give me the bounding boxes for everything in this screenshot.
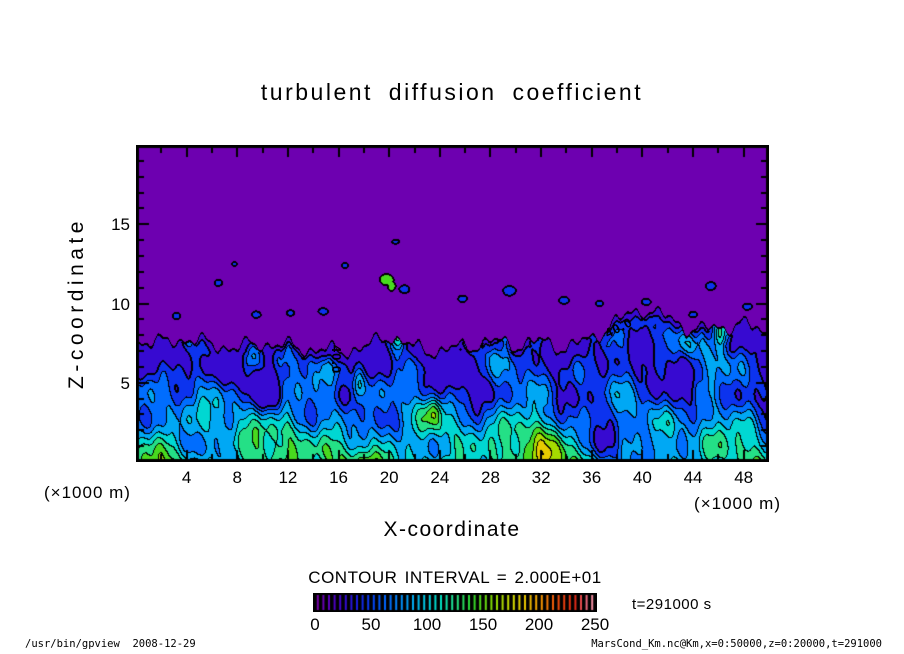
x-tick-label: 48 [734, 468, 754, 487]
x-tick-label: 8 [232, 468, 242, 487]
colorbar-tick-label: 100 [412, 615, 442, 634]
contour-plot-canvas [136, 145, 769, 462]
contour-interval-heading: CONTOUR INTERVAL = 2.000E+01 [308, 568, 602, 587]
footer-dataset-text: MarsCond_Km.nc@Km,x=0:50000,z=0:20000,t=… [591, 638, 882, 650]
x-tick-label: 20 [379, 468, 399, 487]
colorbar-tick-label: 150 [468, 615, 498, 634]
x-tick-label: 16 [329, 468, 348, 487]
x-tick-label: 44 [683, 468, 703, 487]
x-axis-unit-label: (×1000 m) [694, 494, 781, 513]
x-tick-label: 28 [481, 468, 500, 487]
y-tick-label: 10 [111, 294, 130, 314]
x-tick-label: 36 [582, 468, 602, 487]
time-annotation: t=291000 s [632, 596, 712, 613]
contour-value-label: 40.0 [329, 344, 345, 375]
colorbar [313, 593, 597, 612]
y-tick-label: 15 [111, 215, 130, 235]
x-axis-label: X-coordinate [383, 518, 521, 541]
colorbar-tick-label: 50 [361, 615, 381, 634]
colorbar-tick-label: 0 [310, 615, 320, 634]
x-tick-label: 12 [278, 468, 298, 487]
y-tick-label: 5 [120, 373, 130, 393]
y-axis-unit-label: (×1000 m) [44, 483, 131, 502]
page-title: turbulent diffusion coefficient [260, 79, 644, 105]
x-tick-label: 4 [181, 468, 192, 487]
colorbar-tick-label: 200 [524, 615, 554, 634]
y-axis-label: Z-coordinate [65, 217, 88, 389]
footer-command-text: /usr/bin/gpview 2008-12-29 [25, 638, 196, 650]
x-tick-label: 32 [531, 468, 551, 487]
colorbar-tick-label: 250 [580, 615, 610, 634]
x-tick-label: 24 [430, 468, 450, 487]
x-tick-label: 40 [632, 468, 652, 487]
